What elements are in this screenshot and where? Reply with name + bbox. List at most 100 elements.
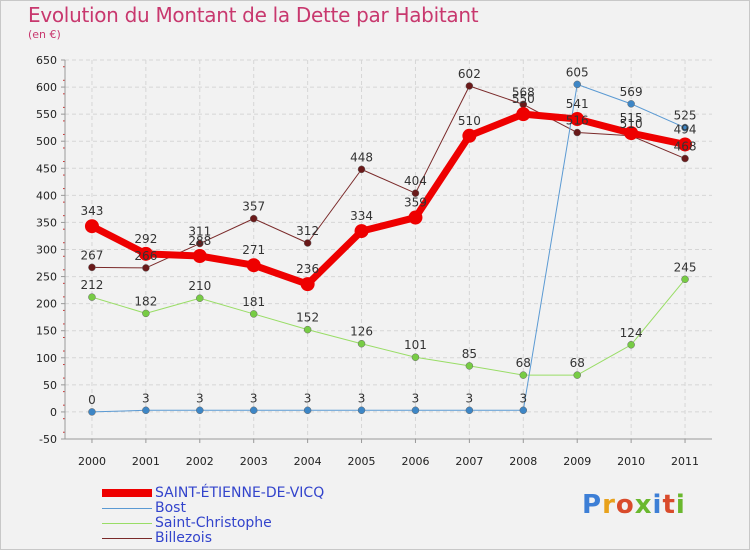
logo-letter: r [602, 490, 616, 520]
data-label: 181 [242, 295, 265, 309]
series-point-3 [573, 128, 581, 137]
data-label: 68 [516, 356, 531, 370]
y-tick-label: 650 [36, 54, 57, 67]
y-tick-label: 300 [36, 244, 57, 257]
series-point-1 [519, 406, 528, 415]
series-line-2 [91, 278, 686, 376]
series-point-0 [300, 277, 315, 292]
y-tick-label: 200 [36, 298, 57, 311]
chart-axes: -50 0 50 100 150 200 250 300 350 400 450 500 550 600 6… [36, 54, 712, 468]
series-point-3 [196, 239, 204, 248]
data-label: 605 [566, 65, 589, 79]
series-point-0 [516, 107, 531, 122]
series-point-3 [303, 239, 312, 247]
series-point-2 [88, 293, 96, 301]
series-point-2 [142, 309, 150, 318]
legend-label: Billezois [155, 530, 212, 546]
data-label: 510 [458, 114, 481, 128]
data-label: 85 [462, 347, 477, 361]
legend-label: Bost [155, 500, 186, 516]
data-label: 266 [134, 249, 157, 263]
data-label: 101 [404, 338, 427, 352]
y-tick-label: 550 [36, 108, 57, 121]
series-point-0 [354, 224, 369, 239]
chart-grid [65, 59, 712, 440]
series-point-3 [142, 264, 150, 272]
legend-swatch [102, 489, 152, 497]
data-label: 525 [674, 109, 697, 123]
data-label: 3 [304, 391, 312, 405]
y-tick-label: 0 [50, 406, 57, 419]
x-tick-label: 2008 [509, 455, 537, 468]
legend-swatch [102, 507, 152, 509]
legend-swatch [102, 537, 152, 539]
data-label: 236 [296, 262, 319, 276]
y-tick-label: 500 [36, 135, 57, 148]
series-point-0 [246, 258, 261, 273]
data-label: 210 [188, 279, 211, 293]
data-label: 68 [570, 356, 585, 370]
data-label: 245 [674, 260, 697, 274]
series-point-0 [192, 248, 207, 263]
series-point-2 [681, 275, 689, 284]
series-point-0 [624, 126, 639, 141]
x-tick-label: 2011 [671, 455, 699, 468]
x-tick-label: 2007 [455, 455, 483, 468]
legend-label: Saint-Christophe [155, 515, 272, 531]
data-label: 288 [188, 234, 211, 248]
data-label: 267 [81, 248, 104, 262]
data-label: 343 [81, 204, 104, 218]
data-label: 3 [358, 391, 366, 405]
logo-letter: x [634, 490, 653, 520]
data-label: 124 [620, 326, 643, 340]
logo-letter: i [675, 490, 686, 520]
data-label: 541 [566, 97, 589, 111]
series-point-2 [519, 371, 528, 379]
data-label: 3 [412, 391, 420, 405]
series-point-2 [465, 362, 474, 370]
proxiti-logo: Proxiti [582, 490, 686, 520]
x-tick-label: 2003 [240, 455, 268, 468]
y-tick-label: 350 [36, 216, 57, 229]
series-point-1 [357, 406, 366, 415]
data-label: 515 [620, 111, 643, 125]
data-label: 126 [350, 325, 373, 339]
series-point-1 [681, 123, 689, 132]
series-point-0 [570, 112, 585, 127]
chart-subtitle: (en €) [28, 28, 61, 41]
data-label: 292 [134, 232, 157, 246]
data-label: 312 [296, 224, 319, 238]
data-label: 510 [620, 117, 643, 131]
series-point-1 [142, 406, 150, 415]
x-tick-label: 2006 [401, 455, 429, 468]
series-point-1 [196, 406, 204, 415]
series-point-1 [411, 406, 420, 415]
series-point-0 [462, 128, 477, 143]
data-label: 3 [466, 391, 474, 405]
data-label: 404 [404, 174, 427, 188]
y-tick-label: 150 [36, 325, 57, 338]
y-tick-label: -50 [39, 433, 57, 446]
y-tick-label: 100 [36, 352, 57, 365]
x-tick-label: 2009 [563, 455, 591, 468]
series-point-1 [573, 80, 581, 89]
data-label: 448 [350, 150, 373, 164]
data-label: 334 [350, 209, 373, 223]
series-line-0 [90, 110, 686, 288]
series-point-2 [303, 325, 312, 334]
x-tick-label: 2005 [348, 455, 376, 468]
data-label: 212 [81, 278, 104, 292]
data-label: 3 [519, 391, 527, 405]
legend-swatch [102, 522, 152, 524]
x-tick-label: 2001 [132, 455, 160, 468]
series-point-2 [627, 341, 635, 349]
data-label: 359 [404, 196, 427, 210]
x-tick-label: 2000 [78, 455, 106, 468]
data-label: 516 [566, 114, 589, 128]
data-label: 357 [242, 200, 265, 214]
data-label: 3 [250, 391, 258, 405]
series-point-3 [88, 263, 96, 272]
data-label: 494 [674, 122, 697, 136]
x-tick-label: 2010 [617, 455, 645, 468]
chart-data-labels: 343 292 288 271 236 334 359 510 550 541 515 494 0 3 3 3… [81, 65, 697, 407]
